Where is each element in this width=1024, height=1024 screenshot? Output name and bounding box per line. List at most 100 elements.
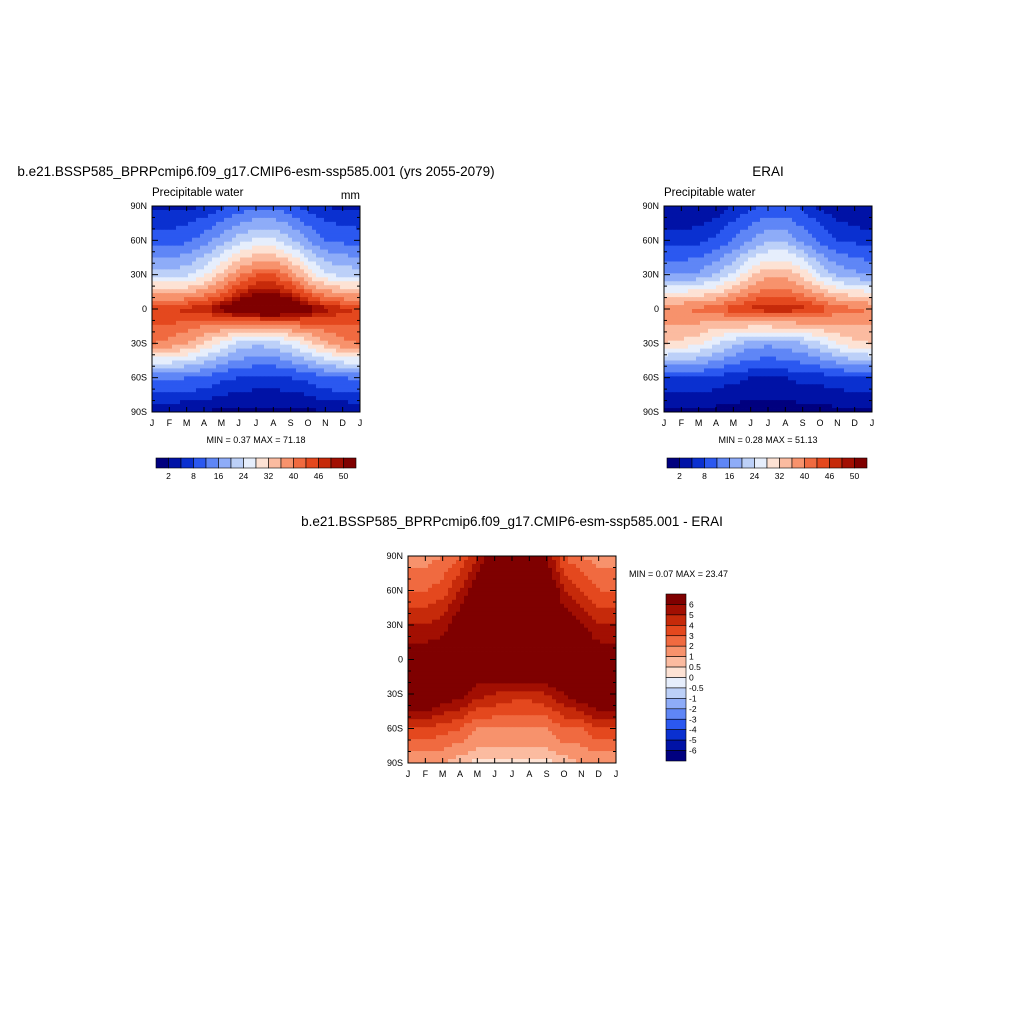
heatmap-cell xyxy=(860,332,865,338)
heatmap-cell xyxy=(184,213,189,219)
heatmap-cell xyxy=(204,324,209,330)
heatmap-cell xyxy=(824,277,829,282)
y-tick-label: 30S xyxy=(131,338,147,348)
heatmap-cell xyxy=(328,273,333,278)
heatmap-cell xyxy=(352,320,357,326)
heatmap-cell xyxy=(840,352,845,357)
heatmap-cell xyxy=(244,233,249,239)
heatmap-cell xyxy=(188,376,193,381)
heatmap-cell xyxy=(676,253,681,258)
heatmap-cell xyxy=(348,309,353,314)
heatmap-cell xyxy=(812,293,817,298)
heatmap-cell xyxy=(288,312,293,318)
heatmap-cell xyxy=(164,237,169,243)
heatmap-cell xyxy=(664,285,669,290)
heatmap-cell xyxy=(276,352,281,357)
heatmap-cell xyxy=(708,206,713,211)
heatmap-cell xyxy=(240,356,245,361)
heatmap-cell xyxy=(316,344,321,350)
heatmap-cell xyxy=(320,249,325,254)
heatmap-cell xyxy=(776,213,781,219)
heatmap-cell xyxy=(776,356,781,361)
heatmap-cell xyxy=(180,396,185,401)
heatmap-cell xyxy=(348,368,353,373)
heatmap-cell xyxy=(232,400,237,405)
heatmap-cell xyxy=(296,352,301,357)
heatmap-cell xyxy=(688,217,693,223)
heatmap-cell xyxy=(316,392,321,397)
heatmap-cell xyxy=(288,324,293,330)
heatmap-cell xyxy=(180,316,185,322)
heatmap-cell xyxy=(736,269,741,274)
heatmap-cell xyxy=(752,237,757,243)
heatmap-cell xyxy=(204,213,209,219)
heatmap-cell xyxy=(800,253,805,258)
heatmap-cell xyxy=(720,261,725,266)
heatmap-cell xyxy=(860,293,865,298)
heatmap-cell xyxy=(756,257,761,262)
heatmap-cell xyxy=(676,336,681,342)
heatmap-cell xyxy=(264,297,269,302)
heatmap-cell xyxy=(164,328,169,334)
heatmap-cell xyxy=(720,352,725,357)
heatmap-cell xyxy=(840,297,845,302)
heatmap-cell xyxy=(152,221,157,227)
heatmap-cell xyxy=(228,336,233,342)
heatmap-cell xyxy=(708,281,713,286)
heatmap-cell xyxy=(756,336,761,342)
heatmap-cell xyxy=(232,312,237,318)
heatmap-cell xyxy=(308,229,313,235)
heatmap-cell xyxy=(744,257,749,262)
heatmap-cell xyxy=(700,213,705,219)
heatmap-cell xyxy=(844,229,849,235)
heatmap-cell xyxy=(204,305,209,310)
heatmap-cell xyxy=(704,293,709,298)
heatmap-cell xyxy=(332,265,337,270)
heatmap-cell xyxy=(240,229,245,235)
heatmap-cell xyxy=(348,253,353,258)
heatmap-cell xyxy=(808,281,813,286)
heatmap-cell xyxy=(736,344,741,350)
heatmap-cell xyxy=(320,229,325,235)
heatmap-cell xyxy=(752,277,757,282)
heatmap-cell xyxy=(316,384,321,389)
heatmap-cell xyxy=(864,273,869,278)
heatmap-cell xyxy=(800,225,805,231)
heatmap-cell xyxy=(248,364,253,369)
heatmap-cell xyxy=(188,336,193,342)
heatmap-cell xyxy=(208,309,213,314)
heatmap-cell xyxy=(756,249,761,254)
heatmap-cell xyxy=(168,344,173,350)
heatmap-cell xyxy=(344,352,349,357)
heatmap-cell xyxy=(292,273,297,278)
heatmap-cell xyxy=(176,312,181,318)
heatmap-cell xyxy=(164,396,169,401)
heatmap-cell xyxy=(228,312,233,318)
heatmap-cell xyxy=(708,344,713,350)
heatmap-cell xyxy=(256,332,261,338)
heatmap-cell xyxy=(240,206,245,211)
heatmap-cell xyxy=(228,380,233,385)
heatmap-cell xyxy=(320,309,325,314)
heatmap-cell xyxy=(352,225,357,231)
heatmap-cell xyxy=(224,241,229,247)
heatmap-cell xyxy=(308,249,313,254)
heatmap-cell xyxy=(252,273,257,278)
heatmap-cell xyxy=(156,277,161,282)
heatmap-cell xyxy=(740,206,745,211)
heatmap-cell xyxy=(736,281,741,286)
heatmap-cell xyxy=(220,225,225,231)
heatmap-cell xyxy=(844,293,849,298)
heatmap-cell xyxy=(352,265,357,270)
heatmap-cell xyxy=(744,320,749,326)
heatmap-cell xyxy=(160,309,165,314)
heatmap-cell xyxy=(708,233,713,239)
heatmap-cell xyxy=(252,221,257,227)
heatmap-cell xyxy=(208,408,213,413)
heatmap-cell xyxy=(768,213,773,219)
heatmap-cell xyxy=(328,356,333,361)
heatmap-cell xyxy=(324,249,329,254)
heatmap-cell xyxy=(820,301,825,306)
heatmap-cell xyxy=(796,209,801,215)
heatmap-cell xyxy=(800,241,805,247)
